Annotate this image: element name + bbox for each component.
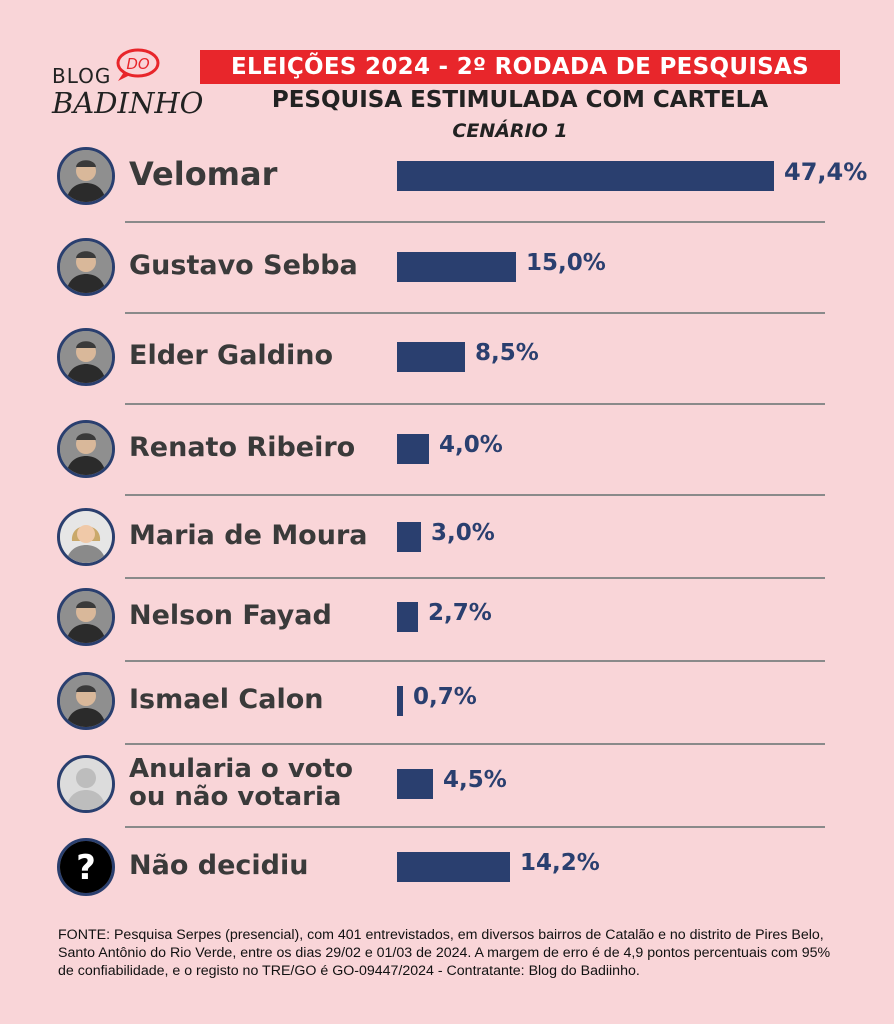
candidate-name: Anularia o voto ou não votaria [129,754,353,812]
bar-value-label: 2,7% [428,599,492,626]
candidate-photo [57,147,115,205]
candidate-name: Maria de Moura [129,519,368,551]
blog-logo: BLOG DO BADINHO [50,48,203,128]
candidate-photo [57,588,115,646]
logo-blog-text: BLOG [52,64,112,88]
bar [397,769,433,799]
candidate-photo [57,328,115,386]
question-mark-icon: ? [57,838,115,896]
bar [397,522,421,552]
candidate-name: Nelson Fayad [129,599,332,631]
bar-value-label: 47,4% [784,158,868,186]
row-divider [125,403,825,405]
bar [397,686,403,716]
title-banner: ELEIÇÕES 2024 - 2º RODADA DE PESQUISAS [200,50,840,84]
candidate-photo [57,508,115,566]
candidate-name: Ismael Calon [129,683,324,715]
row-divider [125,826,825,828]
svg-text:?: ? [76,848,96,888]
bar-value-label: 4,5% [443,766,507,793]
candidate-photo [57,420,115,478]
logo-badinho-text: BADINHO [52,86,204,120]
bar [397,342,465,372]
candidate-name: Não decidiu [129,849,309,881]
bar [397,602,418,632]
candidate-name: Renato Ribeiro [129,431,356,463]
row-divider [125,743,825,745]
row-divider [125,221,825,223]
row-divider [125,660,825,662]
bar-value-label: 8,5% [475,339,539,366]
candidate-name: Velomar [129,155,278,193]
row-divider [125,494,825,496]
bar-value-label: 4,0% [439,431,503,458]
row-divider [125,577,825,579]
candidate-name: Elder Galdino [129,339,334,371]
page-title: ELEIÇÕES 2024 - 2º RODADA DE PESQUISAS [230,54,810,80]
candidate-photo [57,672,115,730]
bar-value-label: 0,7% [413,683,477,710]
candidate-name: Gustavo Sebba [129,249,358,281]
silhouette-avatar-icon [57,755,115,813]
logo-do-badge: DO [116,48,160,81]
bar [397,252,516,282]
bar [397,161,774,191]
bar-value-label: 14,2% [520,849,600,876]
bar [397,434,429,464]
scenario-label: CENÁRIO 1 [452,120,568,142]
source-footnote: FONTE: Pesquisa Serpes (presencial), com… [58,927,831,979]
row-divider [125,312,825,314]
bar-value-label: 3,0% [431,519,495,546]
page-subtitle: PESQUISA ESTIMULADA COM CARTELA [271,87,769,113]
logo-do-text: DO [126,55,150,73]
bar-value-label: 15,0% [526,249,606,276]
bar [397,852,510,882]
candidate-photo [57,238,115,296]
